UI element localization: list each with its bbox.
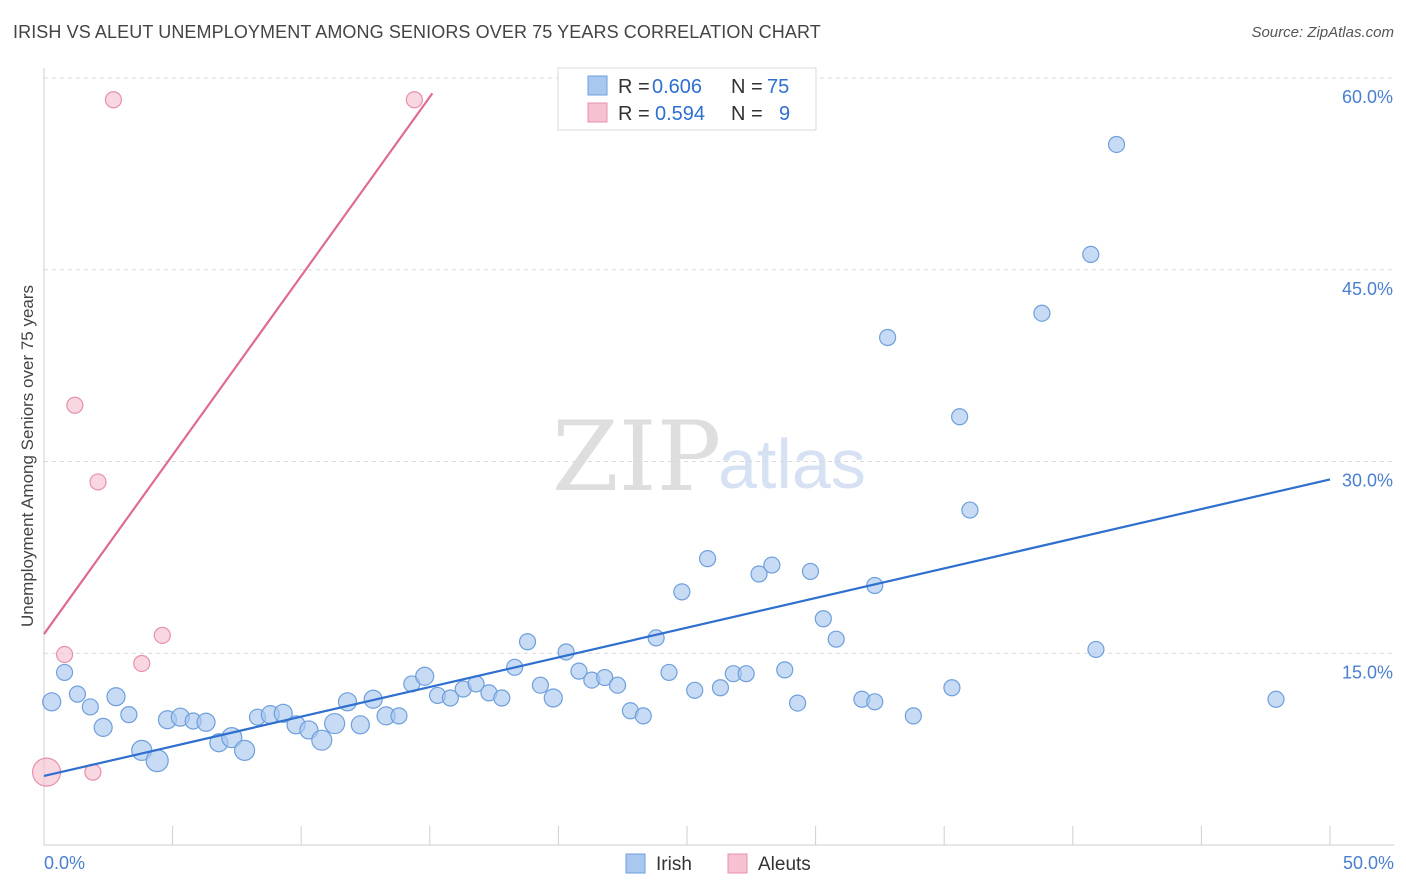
aleut-point xyxy=(405,91,423,109)
y-tick-labels: 15.0% 30.0% 45.0% 60.0% xyxy=(1342,87,1393,682)
irish-point xyxy=(493,689,511,707)
axes xyxy=(43,68,1394,846)
data-points xyxy=(31,91,1285,787)
trend-lines xyxy=(43,92,1331,778)
aleut-trend-line xyxy=(43,92,434,635)
irish-point xyxy=(55,663,74,682)
x-tick-label-min: 0.0% xyxy=(44,853,85,873)
gridlines xyxy=(44,77,1394,654)
irish-point xyxy=(1033,304,1051,322)
x-tick-label-max: 50.0% xyxy=(1343,853,1394,873)
irish-point xyxy=(234,739,256,762)
watermark: ZIP atlas xyxy=(552,401,866,513)
irish-point xyxy=(596,668,614,687)
bottom-legend-irish: Irish xyxy=(656,854,692,875)
bottom-legend-swatch-aleuts xyxy=(727,853,748,874)
chart-title: IRISH VS ALEUT UNEMPLOYMENT AMONG SENIOR… xyxy=(13,22,821,42)
irish-point xyxy=(273,703,293,723)
irish-point xyxy=(1082,245,1100,264)
irish-point xyxy=(827,630,845,648)
y-tick-label: 60.0% xyxy=(1342,87,1393,107)
x-ticks xyxy=(43,826,1331,845)
irish-point xyxy=(866,693,884,711)
aleut-point xyxy=(133,654,151,673)
legend-swatch-irish xyxy=(587,75,608,96)
irish-point xyxy=(801,562,820,581)
irish-point xyxy=(763,556,781,574)
y-tick-label: 45.0% xyxy=(1342,279,1393,299)
aleut-point xyxy=(55,645,74,664)
irish-point xyxy=(711,679,730,697)
irish-point xyxy=(961,501,979,519)
y-tick-label: 30.0% xyxy=(1342,471,1393,491)
irish-point xyxy=(750,565,768,583)
irish-point xyxy=(737,665,755,683)
legend-r-value: 0.594 xyxy=(655,103,705,125)
legend-r-value: 0.606 xyxy=(652,76,702,98)
y-axis-label: Unemployment Among Seniors over 75 years xyxy=(18,285,37,627)
irish-point xyxy=(42,692,62,712)
legend-n-value: 9 xyxy=(779,103,790,125)
irish-point xyxy=(68,685,87,703)
irish-point xyxy=(106,687,126,707)
irish-point xyxy=(814,610,832,628)
irish-point xyxy=(570,662,588,680)
irish-point xyxy=(879,328,897,347)
watermark-zip: ZIP xyxy=(552,401,721,513)
irish-point xyxy=(324,712,346,735)
irish-point xyxy=(608,676,627,694)
bottom-legend-aleuts: Aleuts xyxy=(758,854,811,875)
irish-point xyxy=(415,666,435,686)
aleut-point xyxy=(89,473,107,491)
irish-point xyxy=(904,707,922,725)
aleut-point xyxy=(66,396,84,414)
bottom-legend-swatch-irish xyxy=(625,853,646,874)
source-label: Source: ZipAtlas.com xyxy=(1251,24,1394,41)
irish-point xyxy=(350,715,370,735)
irish-point xyxy=(647,629,665,647)
irish-point xyxy=(634,707,652,725)
aleut-point xyxy=(153,626,171,644)
irish-point xyxy=(543,688,563,708)
irish-point xyxy=(531,676,549,694)
irish-point xyxy=(660,663,678,682)
irish-point xyxy=(698,550,717,568)
y-tick-label: 15.0% xyxy=(1342,662,1393,682)
bottom-legend: Irish Aleuts xyxy=(625,853,811,875)
irish-trend-line xyxy=(43,478,1331,778)
legend-n-label: N = xyxy=(731,76,763,98)
irish-point xyxy=(196,712,216,732)
irish-point xyxy=(441,689,459,707)
aleut-point xyxy=(104,91,123,109)
irish-point xyxy=(145,749,169,773)
irish-point xyxy=(81,698,99,716)
irish-point xyxy=(120,706,138,724)
irish-point xyxy=(776,661,794,679)
legend-n-value: 75 xyxy=(767,76,789,98)
legend-n-label: N = xyxy=(731,103,763,125)
irish-point xyxy=(686,681,704,699)
legend: R = 0.606 N = 75 R = 0.594 N = 9 xyxy=(557,67,817,131)
irish-point xyxy=(1267,690,1285,708)
legend-swatch-aleuts xyxy=(587,102,608,123)
irish-point xyxy=(1087,640,1105,659)
legend-row-irish: R = 0.606 N = 75 xyxy=(587,75,789,98)
irish-point xyxy=(673,583,691,601)
watermark-atlas: atlas xyxy=(718,425,866,503)
irish-point xyxy=(943,679,961,697)
legend-row-aleuts: R = 0.594 N = 9 xyxy=(587,102,790,125)
legend-r-label: R = xyxy=(618,103,650,125)
irish-point xyxy=(518,633,537,651)
irish-point xyxy=(93,717,113,737)
legend-r-label: R = xyxy=(618,76,650,98)
irish-point xyxy=(1107,135,1126,154)
irish-point xyxy=(951,408,969,426)
irish-point xyxy=(390,707,408,725)
irish-point xyxy=(788,694,807,712)
irish-point xyxy=(311,729,333,751)
